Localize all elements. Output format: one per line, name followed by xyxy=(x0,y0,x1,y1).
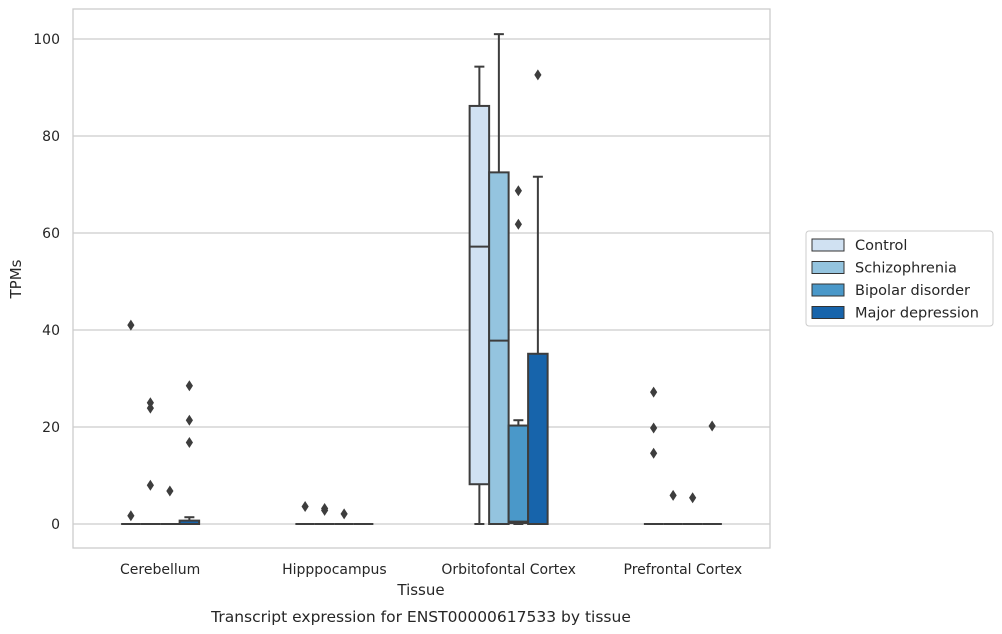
box-2-1 xyxy=(295,501,315,525)
legend-swatch xyxy=(811,306,845,319)
outlier-point xyxy=(127,510,135,522)
box xyxy=(488,171,510,525)
outlier-point xyxy=(166,485,174,497)
box-1-1 xyxy=(121,319,141,525)
legend-swatch xyxy=(811,261,845,274)
outlier-point xyxy=(340,508,348,520)
box-2-2 xyxy=(314,502,335,525)
box-4-1 xyxy=(643,386,664,525)
box-3-3 xyxy=(507,185,530,525)
outlier-point xyxy=(650,422,658,434)
outlier-point xyxy=(185,414,193,426)
legend-frame xyxy=(805,230,994,327)
chart-caption: Transcript expression for ENST0000061753… xyxy=(210,608,631,626)
legend-swatch xyxy=(811,283,845,297)
box-4-3 xyxy=(682,492,703,525)
outlier-point xyxy=(534,69,542,81)
legend-label: Control xyxy=(855,238,907,254)
box-3-4 xyxy=(527,69,549,526)
y-tick-label: 40 xyxy=(42,323,60,339)
y-tick-label: 80 xyxy=(42,129,60,145)
legend: Control Schizophrenia Bipolar disorder Majo… xyxy=(805,230,994,327)
outlier-point xyxy=(321,504,329,516)
outlier-point xyxy=(146,479,154,491)
outlier-point xyxy=(185,437,193,449)
outlier-point xyxy=(650,447,658,459)
y-tick-label: 0 xyxy=(51,517,60,533)
box-3-2 xyxy=(488,33,510,525)
box-1-3 xyxy=(160,485,180,525)
box-1-4 xyxy=(178,380,201,525)
outlier-point xyxy=(650,386,658,398)
outlier-point xyxy=(708,420,716,432)
outlier-point xyxy=(514,185,522,197)
y-tick-label: 100 xyxy=(33,32,60,48)
box-4-4 xyxy=(702,420,722,525)
plot-frame xyxy=(72,8,771,549)
legend-label: Major depression xyxy=(855,306,979,322)
x-axis-ticks: Cerebellum Hipppocampus Orbitofontal Corte… xyxy=(120,562,742,578)
box xyxy=(507,424,530,525)
box-2-3 xyxy=(334,508,354,525)
y-axis-ticks: 0 20 40 60 80 100 xyxy=(33,32,60,533)
box xyxy=(468,104,491,486)
box-marks xyxy=(121,33,722,526)
outlier-point xyxy=(669,489,677,501)
x-axis-title: Tissue xyxy=(396,581,444,599)
box-3-1 xyxy=(468,65,491,525)
y-axis-title: TPMs xyxy=(7,259,25,299)
outlier-point xyxy=(146,402,154,414)
box-1-2 xyxy=(140,397,161,525)
y-tick-label: 20 xyxy=(42,420,60,436)
y-tick-label: 60 xyxy=(42,226,60,242)
gridlines xyxy=(73,38,770,525)
outlier-point xyxy=(301,501,309,513)
outlier-point xyxy=(185,380,193,392)
outlier-point xyxy=(514,218,522,230)
x-tick-label: Hipppocampus xyxy=(282,562,387,578)
box-4-2 xyxy=(663,489,683,525)
box xyxy=(527,352,549,526)
legend-label: Schizophrenia xyxy=(855,261,957,277)
outlier-point xyxy=(127,319,135,331)
x-tick-label: Orbitofontal Cortex xyxy=(441,562,576,578)
legend-label: Bipolar disorder xyxy=(855,283,970,299)
legend-swatch xyxy=(811,238,845,252)
x-tick-label: Prefrontal Cortex xyxy=(624,562,743,578)
x-tick-label: Cerebellum xyxy=(120,562,200,578)
outlier-point xyxy=(689,492,697,504)
